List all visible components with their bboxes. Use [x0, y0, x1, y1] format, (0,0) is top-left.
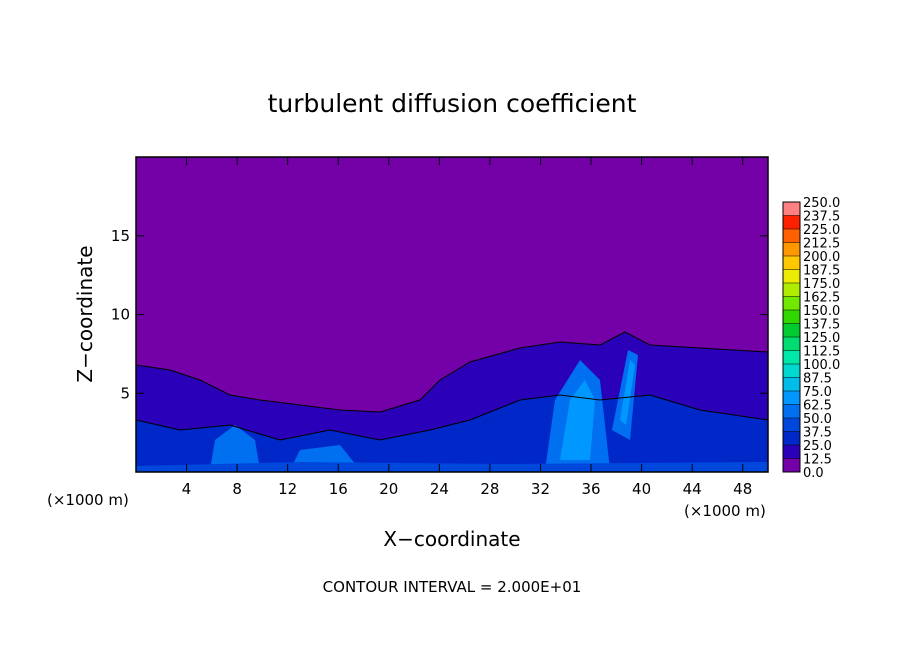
x-tick-label: 12: [278, 480, 297, 498]
colorbar-label: 87.5: [803, 372, 832, 387]
colorbar-swatch: [783, 404, 800, 418]
contour-line: [135, 331, 769, 413]
colorbar-label: 50.0: [803, 412, 832, 427]
y-tick-label: 10: [111, 306, 130, 324]
colorbar-label: 75.0: [803, 385, 832, 400]
colorbar-label: 200.0: [803, 250, 840, 265]
x-tick-label: 20: [379, 480, 398, 498]
colorbar-swatch: [783, 215, 800, 229]
x-tick-label: 36: [581, 480, 600, 498]
colorbar-label: 125.0: [803, 331, 840, 346]
colorbar-label: 150.0: [803, 304, 840, 319]
x-tick-label: 24: [430, 480, 449, 498]
y-tick-label: 15: [111, 227, 130, 245]
x-tick-label: 32: [531, 480, 550, 498]
chart-title: turbulent diffusion coefficient: [268, 89, 637, 118]
colorbar-label: 25.0: [803, 439, 832, 454]
y-axis-label: Z−coordinate: [73, 245, 97, 382]
colorbar-swatch: [783, 296, 800, 310]
colorbar-swatch: [783, 377, 800, 391]
colorbar-label: 62.5: [803, 399, 832, 414]
colorbar-swatch: [783, 323, 800, 337]
colorbar-swatch: [783, 364, 800, 378]
x-tick-label: 8: [232, 480, 242, 498]
colorbar-label: 225.0: [803, 223, 840, 238]
x-unit-label: (×1000 m): [684, 502, 766, 520]
contour-line: [135, 394, 769, 441]
colorbar-label: 12.5: [803, 453, 832, 468]
colorbar-label: 37.5: [803, 426, 832, 441]
colorbar-swatch: [783, 242, 800, 256]
colorbar-label: 162.5: [803, 291, 840, 306]
x-tick-label: 4: [182, 480, 192, 498]
colorbar-label: 250.0: [803, 196, 840, 211]
colorbar-swatch: [783, 391, 800, 405]
colorbar-swatch: [783, 256, 800, 270]
colorbar-label: 0.0: [803, 466, 824, 481]
x-axis-label: X−coordinate: [383, 527, 520, 551]
colorbar-swatch: [783, 202, 800, 216]
field-region: [560, 360, 635, 460]
x-tick-label: 16: [329, 480, 348, 498]
field-region: [136, 395, 768, 472]
footer-note: CONTOUR INTERVAL = 2.000E+01: [323, 578, 582, 596]
x-unit-label: (×1000 m): [47, 491, 129, 509]
y-tick-label: 5: [120, 384, 130, 402]
field-region: [210, 350, 638, 470]
x-tick-label: 40: [632, 480, 651, 498]
colorbar-swatch: [783, 310, 800, 324]
plot-area: [135, 156, 769, 473]
colorbar-label: 100.0: [803, 358, 840, 373]
colorbar-swatch: [783, 269, 800, 283]
colorbar-label: 137.5: [803, 318, 840, 333]
colorbar-label: 187.5: [803, 264, 840, 279]
colorbar-swatch: [783, 418, 800, 432]
x-tick-label: 48: [733, 480, 752, 498]
x-tick-label: 44: [683, 480, 702, 498]
colorbar-swatch: [783, 350, 800, 364]
colorbar-label: 237.5: [803, 210, 840, 225]
x-tick-label: 28: [480, 480, 499, 498]
field-region: [136, 462, 768, 472]
colorbar-label: 212.5: [803, 237, 840, 252]
colorbar-swatch: [783, 337, 800, 351]
colorbar-label: 175.0: [803, 277, 840, 292]
colorbar-swatch: [783, 445, 800, 459]
colorbar-swatch: [783, 458, 800, 472]
colorbar-swatch: [783, 431, 800, 445]
colorbar-swatch: [783, 283, 800, 297]
colorbar-label: 112.5: [803, 345, 840, 360]
colorbar-swatch: [783, 229, 800, 243]
